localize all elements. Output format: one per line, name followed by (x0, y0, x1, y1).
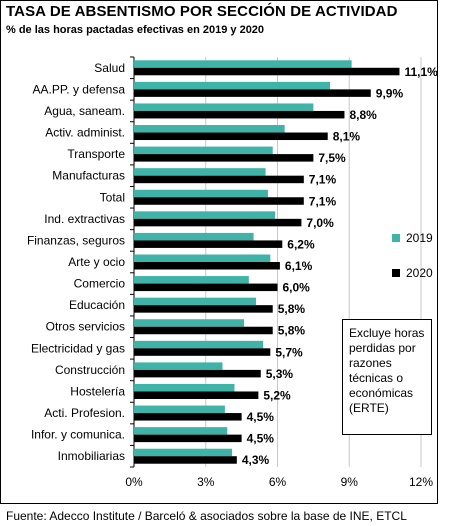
data-label-2020: 5,8% (278, 302, 306, 316)
chart-subtitle: % de las horas pactadas efectivas en 201… (6, 24, 265, 36)
data-label-2020: 7,1% (309, 194, 337, 208)
bar-2020 (134, 197, 304, 205)
source-note: Fuente: Adecco Institute / Barceló & aso… (6, 509, 407, 523)
bar-2019 (134, 168, 266, 176)
bar-2019 (134, 427, 228, 435)
category-label: Finanzas, seguros (27, 233, 125, 247)
note-box: Excluye horas perdidas por razones técni… (342, 319, 432, 435)
legend-label-2019: 2019 (406, 231, 433, 245)
data-label-2020: 9,9% (376, 86, 404, 100)
category-label: Total (100, 190, 125, 204)
bar-2019 (134, 362, 223, 370)
bar-2019 (134, 189, 268, 198)
category-label: AA.PP. y defensa (32, 82, 125, 96)
data-label-2020: 6,0% (283, 281, 311, 295)
category-label: Arte y ocio (68, 255, 125, 269)
data-label-2020: 7,5% (318, 151, 346, 165)
x-tick-label: 9% (341, 475, 359, 489)
bar-2019 (134, 81, 331, 90)
data-label-2020: 11,1% (404, 65, 438, 79)
category-label: Comercio (74, 277, 126, 291)
bar-2019 (134, 405, 225, 414)
category-label: Inmobiliarias (58, 449, 125, 463)
data-label-2020: 5,2% (263, 388, 291, 402)
data-label-2020: 6,1% (285, 259, 313, 273)
category-label: Activ. administ. (45, 126, 125, 140)
category-label: Transporte (67, 147, 125, 161)
legend-item-2019: 2019 (392, 231, 433, 245)
bar-2020 (134, 175, 304, 184)
bar-2020 (134, 89, 371, 97)
data-label-2020: 7,0% (306, 216, 334, 230)
category-label: Salud (94, 61, 125, 75)
bar-2020 (134, 240, 283, 248)
data-label-2020: 8,1% (333, 130, 361, 144)
data-label-2020: 8,8% (349, 108, 377, 122)
chart-frame (0, 0, 438, 504)
chart-title: TASA DE ABSENTISMO POR SECCIÓN DE ACTIVI… (6, 3, 398, 20)
category-label: Infor. y comunica. (31, 428, 125, 442)
x-tick-label: 3% (197, 475, 215, 489)
legend-swatch-2019 (392, 234, 400, 242)
bar-2019 (134, 297, 256, 306)
data-label-2020: 7,1% (309, 173, 337, 187)
category-label: Educación (69, 298, 125, 312)
legend-item-2020: 2020 (392, 266, 433, 280)
bar-2020 (134, 391, 259, 399)
bar-2020 (134, 132, 328, 141)
bar-2020 (134, 283, 278, 292)
x-tick-label: 6% (269, 475, 287, 489)
bar-2019 (134, 146, 273, 155)
bar-2020 (134, 369, 261, 378)
category-label: Manufacturas (52, 169, 125, 183)
bar-2020 (134, 110, 345, 119)
bar-2019 (134, 254, 271, 262)
legend-label-2020: 2020 (406, 266, 433, 280)
bar-2020 (134, 326, 273, 335)
data-label-2020: 4,5% (247, 410, 275, 424)
bar-2019 (134, 340, 264, 349)
bar-2019 (134, 383, 235, 392)
bar-2020 (134, 154, 314, 162)
data-label-2020: 5,3% (266, 367, 294, 381)
x-tick-label: 0% (125, 475, 143, 489)
category-label: Hostelería (70, 384, 125, 398)
bar-2020 (134, 67, 400, 76)
category-label: Ind. extractivas (44, 212, 125, 226)
bar-2020 (134, 262, 280, 270)
category-label: Agua, saneam. (44, 104, 125, 118)
data-label-2020: 4,5% (247, 432, 275, 446)
bar-2020 (134, 305, 273, 313)
data-label-2020: 5,7% (275, 345, 303, 359)
data-label-2020: 6,2% (287, 237, 315, 251)
x-tick-label: 12% (409, 475, 433, 489)
data-label-2020: 4,3% (242, 453, 270, 467)
bar-2019 (134, 232, 254, 241)
bar-2020 (134, 413, 242, 421)
bar-2019 (134, 60, 352, 68)
bar-2019 (134, 211, 276, 219)
bar-2020 (134, 434, 242, 443)
bar-2019 (134, 103, 314, 111)
bar-2019 (134, 125, 285, 133)
category-label: Otros servicios (46, 320, 125, 334)
bar-2020 (134, 218, 302, 227)
data-label-2020: 5,8% (278, 324, 306, 338)
bar-2020 (134, 348, 271, 356)
legend-swatch-2020 (392, 269, 400, 277)
bar-2019 (134, 319, 245, 327)
category-label: Acti. Profesion. (44, 406, 125, 420)
bar-2019 (134, 448, 233, 457)
category-label: Electricidad y gas (31, 341, 125, 355)
bar-2019 (134, 276, 249, 284)
bar-2020 (134, 456, 237, 464)
category-label: Construcción (55, 363, 125, 377)
